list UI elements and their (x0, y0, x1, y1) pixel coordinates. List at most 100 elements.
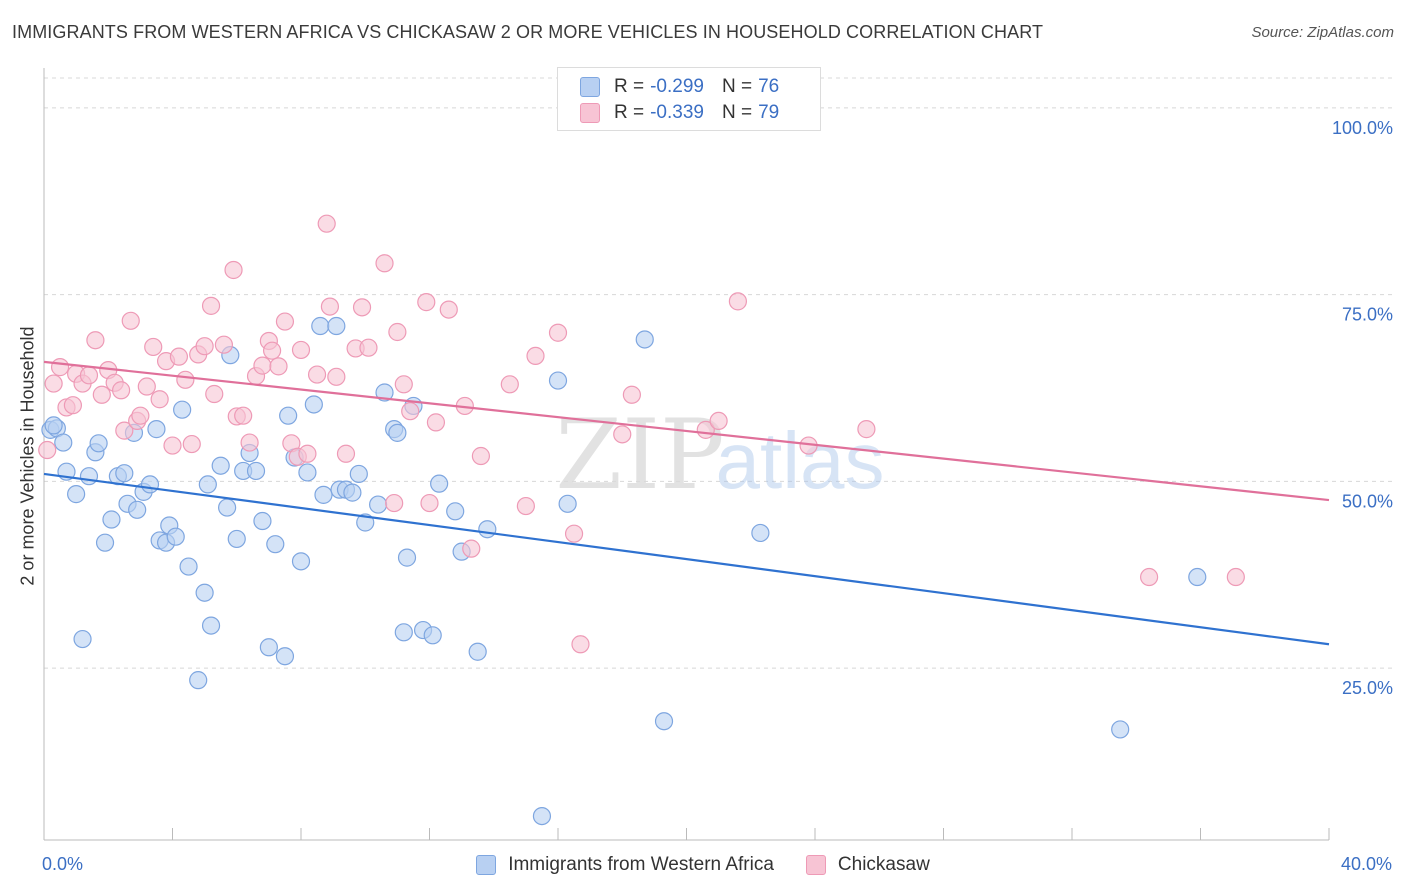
data-point-chickasaw (240, 433, 259, 452)
data-points (38, 214, 1245, 826)
data-point-chickasaw (214, 335, 233, 354)
legend-item-western-africa[interactable]: Immigrants from Western Africa (476, 854, 774, 876)
data-point-western-africa (635, 330, 654, 349)
data-point-chickasaw (63, 396, 83, 415)
watermark: ZIP atlas (555, 399, 884, 511)
data-point-western-africa (430, 474, 449, 493)
data-point-western-africa (375, 383, 394, 402)
legend-item-chickasaw[interactable]: Chickasaw (805, 854, 930, 876)
data-point-chickasaw (1226, 567, 1245, 587)
data-point-chickasaw (439, 300, 458, 319)
data-point-chickasaw (50, 358, 70, 377)
data-point-chickasaw (336, 444, 356, 463)
data-point-western-africa (468, 642, 487, 661)
swatch-blue (580, 77, 600, 97)
legend-swatch-blue (476, 855, 497, 875)
data-point-chickasaw (564, 524, 584, 543)
data-point-chickasaw (394, 375, 413, 394)
data-point-western-africa (259, 638, 278, 657)
data-point-western-africa (1111, 720, 1130, 739)
data-point-western-africa (211, 456, 230, 475)
r-label: R = (614, 102, 645, 123)
data-point-chickasaw (79, 366, 99, 385)
data-point-western-africa (218, 498, 237, 517)
legend-swatch-pink (805, 855, 826, 875)
data-point-western-africa (227, 529, 246, 549)
data-point-chickasaw (262, 341, 282, 360)
data-point-chickasaw (613, 425, 632, 444)
data-point-western-africa (751, 523, 770, 543)
data-point-western-africa (201, 616, 221, 635)
source-credit: Source: ZipAtlas.com (1251, 24, 1394, 41)
data-point-chickasaw (44, 374, 63, 393)
data-point-western-africa (140, 475, 160, 494)
data-point-chickasaw (571, 635, 590, 654)
data-point-chickasaw (169, 347, 189, 366)
data-point-chickasaw (291, 340, 311, 360)
data-point-chickasaw (352, 298, 372, 317)
data-point-western-africa (189, 671, 208, 690)
data-point-chickasaw (385, 493, 404, 513)
data-point-chickasaw (176, 370, 195, 389)
watermark-atlas: atlas (716, 416, 885, 505)
data-point-chickasaw (307, 365, 327, 384)
data-point-chickasaw (111, 381, 131, 400)
data-point-western-africa (79, 467, 99, 486)
x-tick-label-min: 0.0% (42, 854, 84, 874)
y-tick-label: 50.0% (1342, 491, 1393, 511)
data-point-chickasaw (526, 346, 545, 366)
data-point-western-africa (478, 520, 497, 539)
x-tick-label-max: 40.0% (1340, 854, 1392, 874)
data-point-chickasaw (201, 296, 221, 315)
data-point-chickasaw (205, 384, 224, 404)
data-point-western-africa (558, 494, 577, 513)
data-point-western-africa (298, 463, 317, 482)
swatch-pink (580, 103, 600, 123)
data-point-western-africa (179, 557, 198, 576)
data-point-western-africa (532, 806, 552, 826)
data-point-chickasaw (462, 539, 481, 558)
data-point-western-africa (327, 316, 346, 336)
data-point-chickasaw (38, 440, 57, 460)
data-point-western-africa (173, 400, 192, 419)
data-point-western-africa (67, 485, 86, 504)
data-point-chickasaw (857, 420, 876, 439)
data-point-chickasaw (86, 331, 105, 350)
data-point-chickasaw (359, 338, 378, 357)
data-point-chickasaw (137, 377, 156, 396)
stats-legend: R = -0.299 N = 76 R = -0.339 N = 79 (557, 67, 821, 131)
data-point-chickasaw (144, 337, 163, 357)
data-point-western-africa (266, 535, 285, 554)
data-point-chickasaw (150, 390, 169, 409)
data-point-western-africa (44, 416, 63, 435)
y-tick-label: 25.0% (1342, 678, 1393, 698)
data-point-western-africa (253, 511, 272, 531)
data-point-western-africa (198, 475, 217, 494)
n-label: N = (721, 102, 753, 123)
data-point-western-africa (397, 548, 417, 567)
data-point-western-africa (166, 527, 185, 546)
data-point-western-africa (95, 533, 115, 552)
data-point-chickasaw (728, 292, 748, 311)
data-point-western-africa (102, 510, 121, 529)
watermark-zip: ZIP (555, 399, 724, 511)
data-point-western-africa (246, 461, 266, 481)
data-point-chickasaw (1139, 567, 1159, 587)
data-point-chickasaw (516, 496, 535, 516)
data-point-western-africa (291, 552, 311, 571)
data-point-chickasaw (388, 322, 407, 342)
data-point-chickasaw (500, 375, 519, 394)
data-point-chickasaw (622, 385, 641, 404)
y-tick-label: 100.0% (1332, 118, 1393, 138)
data-point-chickasaw (375, 254, 394, 273)
legend-label: Chickasaw (837, 854, 930, 875)
trend-line-western-africa (43, 472, 1330, 646)
data-point-western-africa (128, 500, 147, 519)
legend-label: Immigrants from Western Africa (508, 854, 774, 875)
data-point-chickasaw (234, 406, 253, 425)
data-point-chickasaw (92, 385, 111, 404)
data-point-chickasaw (298, 444, 317, 463)
data-point-western-africa (654, 712, 674, 731)
data-point-chickasaw (420, 493, 439, 513)
series-legend: Immigrants from Western Africa Chickasaw (0, 852, 1406, 878)
